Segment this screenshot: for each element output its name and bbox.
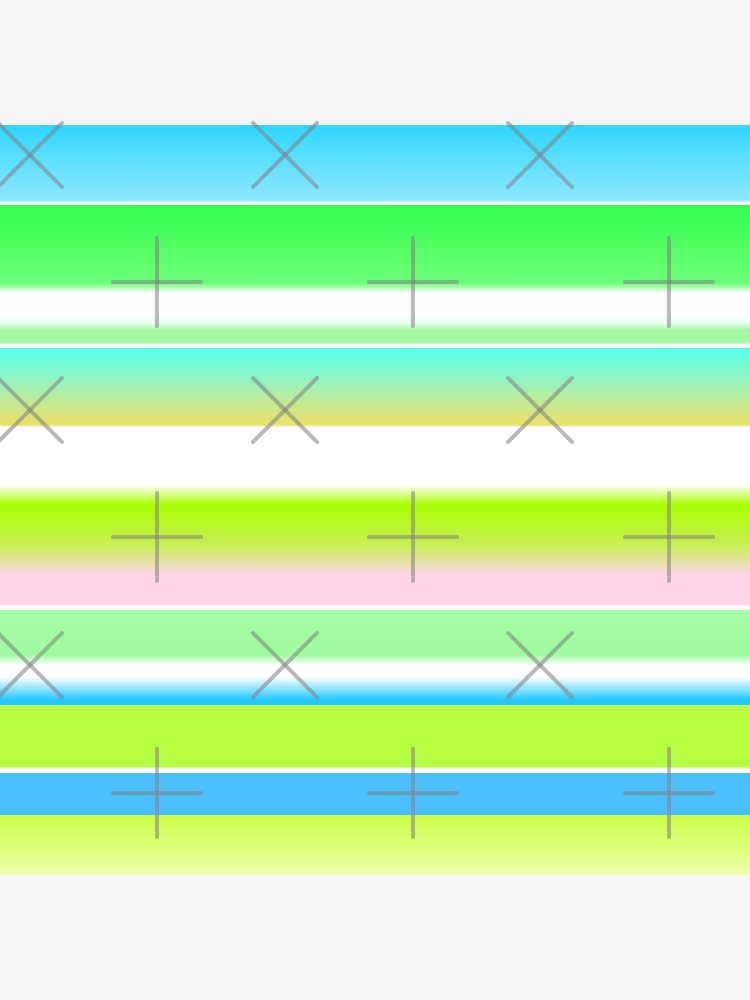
x-mark-icon xyxy=(494,109,586,201)
x-mark-icon xyxy=(0,619,76,711)
plus-mark-icon xyxy=(623,236,715,328)
plus-mark-icon xyxy=(367,747,459,839)
x-mark-icon xyxy=(239,109,331,201)
plus-mark-icon xyxy=(111,236,203,328)
x-mark-icon xyxy=(239,364,331,456)
x-mark-icon xyxy=(239,619,331,711)
striped-pattern-image xyxy=(0,125,750,875)
x-mark-icon xyxy=(0,364,76,456)
x-mark-icon xyxy=(494,364,586,456)
plus-mark-icon xyxy=(623,747,715,839)
plus-mark-icon xyxy=(367,236,459,328)
plus-mark-icon xyxy=(111,747,203,839)
plus-mark-icon xyxy=(623,491,715,583)
plus-mark-icon xyxy=(111,491,203,583)
x-mark-icon xyxy=(0,109,76,201)
x-mark-icon xyxy=(494,619,586,711)
plus-mark-icon xyxy=(367,491,459,583)
